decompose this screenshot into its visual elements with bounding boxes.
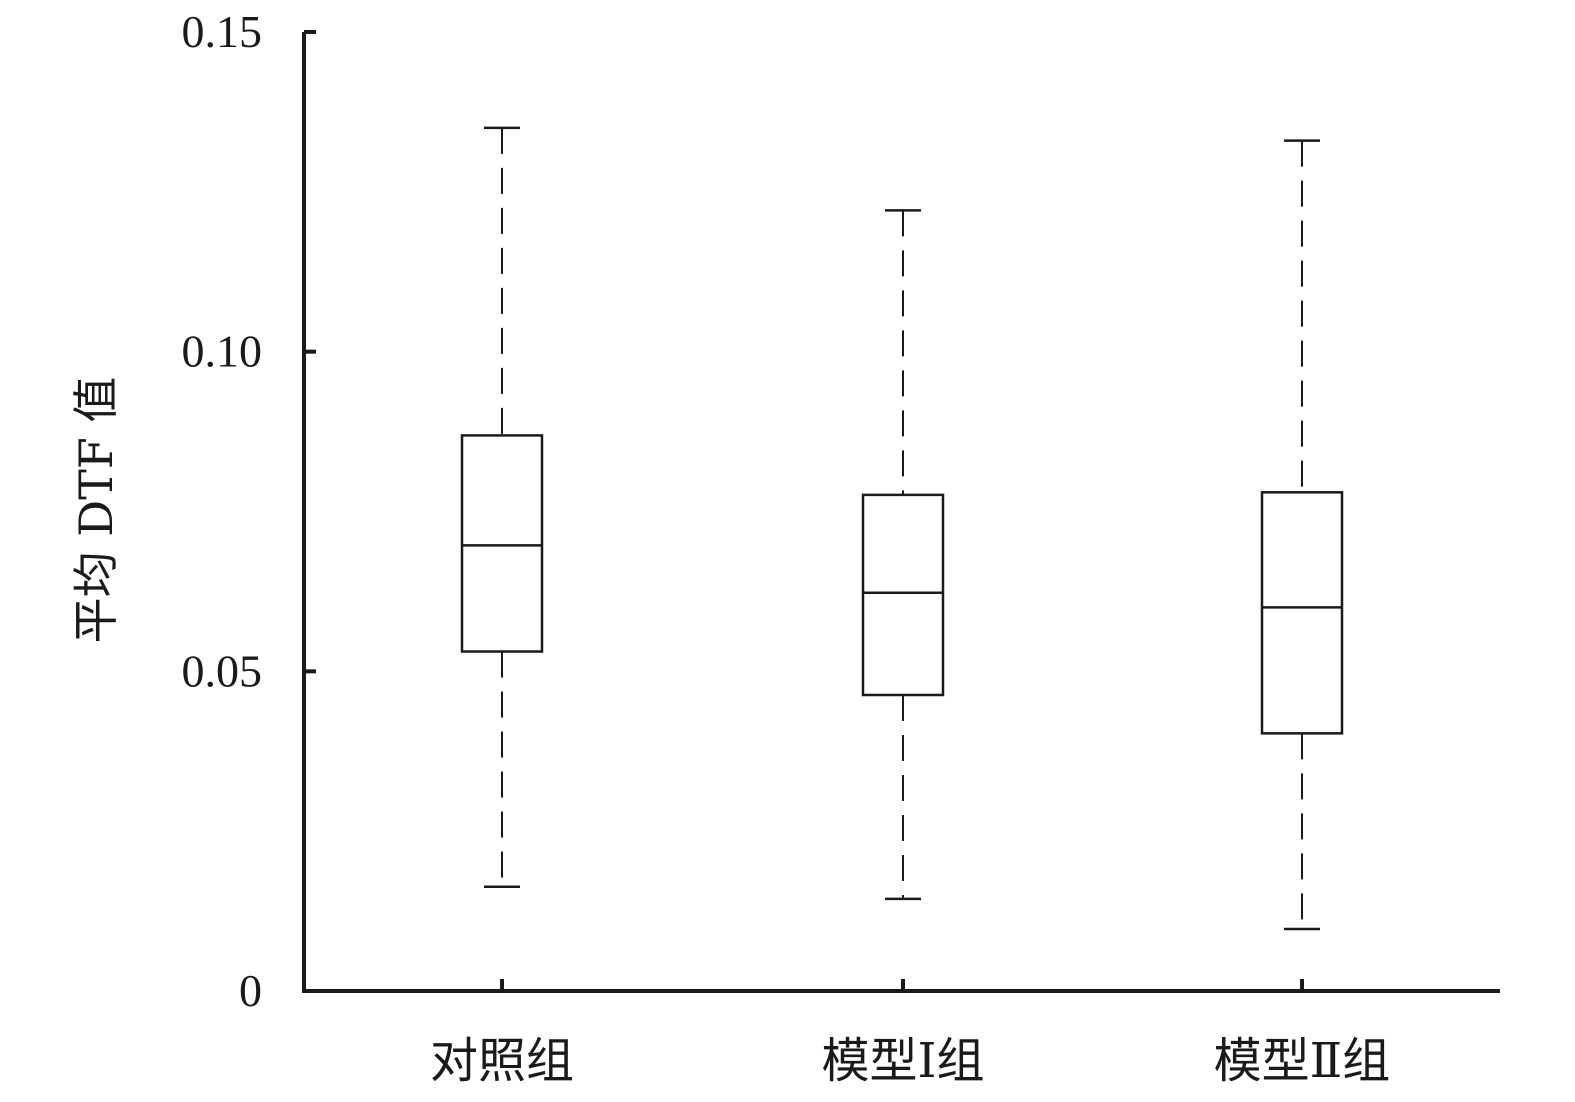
y-axis-title: 平均 DTF 值 [69,377,123,644]
box-group [1260,139,1344,991]
x-category-label: 模型Ⅰ组 [822,1033,985,1089]
y-tick-label: 0.10 [182,326,263,377]
x-axis-category-labels: 对照组 模型Ⅰ组 模型Ⅱ组 [430,1033,1390,1089]
y-tick-label: 0 [239,965,262,1016]
y-axis-ticks: 0 0.05 0.10 0.15 [182,6,316,1016]
iqr-box [861,493,945,697]
y-tick-label: 0.05 [182,645,263,696]
iqr-box [1260,491,1344,735]
iqr-box [460,434,544,653]
x-category-label: 对照组 [430,1033,574,1089]
boxes [460,126,1344,991]
x-category-label: 模型Ⅱ组 [1214,1033,1391,1089]
box-group [460,126,544,991]
y-tick-label: 0.15 [182,6,263,57]
box-group [861,209,945,991]
